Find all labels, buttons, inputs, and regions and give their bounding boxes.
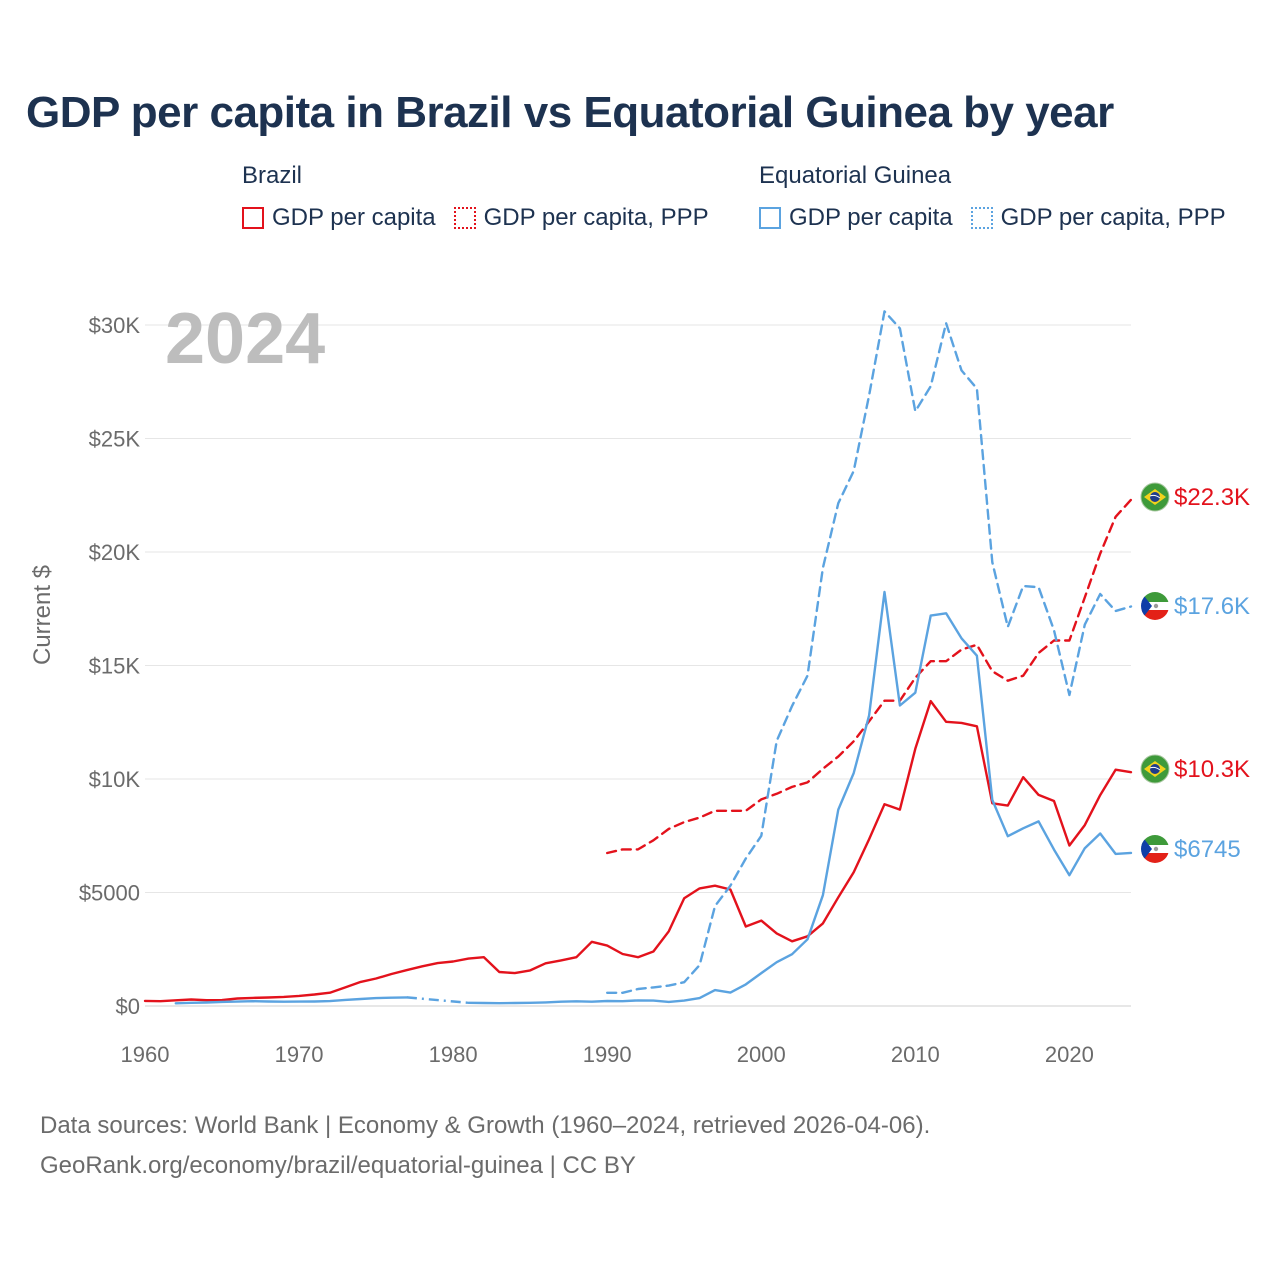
y-tick-label: $25K	[89, 427, 141, 452]
legend-swatch-dotted-red	[453, 207, 476, 229]
legend-eq-guinea-ppp-label: GDP per capita, PPP	[1000, 204, 1226, 231]
series-line-brazil-gdp-per-capita-ppp	[606, 498, 1133, 855]
brazil-flag-icon	[1140, 754, 1170, 784]
y-axis-label: Current $	[29, 565, 56, 665]
y-tick-label: $10K	[89, 767, 141, 792]
legend-eq-guinea-gdp-label: GDP per capita	[789, 204, 953, 231]
x-tick-label: 2010	[891, 1042, 940, 1067]
legend-brazil-gdp-label: GDP per capita	[272, 204, 436, 231]
year-label: 2024	[165, 299, 325, 379]
legend-swatch-solid-red	[242, 207, 264, 229]
page-title: GDP per capita in Brazil vs Equatorial G…	[26, 88, 1114, 137]
series-line-brazil-gdp-per-capita	[143, 699, 1133, 1003]
footer-sources: Data sources: World Bank | Economy & Gro…	[40, 1112, 931, 1139]
y-tick-label: $30K	[89, 313, 141, 338]
legend-eq-guinea-ppp[interactable]: GDP per capita, PPP	[970, 204, 1226, 232]
end-label-eq-guinea-gdp: $6745	[1174, 836, 1241, 863]
legend-brazil-gdp[interactable]: GDP per capita	[242, 204, 436, 232]
y-tick-label: $0	[116, 994, 140, 1019]
equatorial-guinea-flag-icon	[1141, 835, 1169, 863]
x-tick-label: 1990	[583, 1042, 632, 1067]
x-tick-label: 1980	[429, 1042, 478, 1067]
legend-brazil: Brazil GDP per capita GDP per capita, PP…	[242, 162, 709, 232]
legend-brazil-ppp-label: GDP per capita, PPP	[483, 204, 709, 231]
brazil-flag-icon	[1140, 482, 1170, 512]
end-label-eq-guinea-ppp: $17.6K	[1174, 593, 1250, 620]
line-chart: 2024 Current $ 1960 1970 1980 1990 2000 2010 2…	[29, 299, 1250, 1067]
legend-eq-guinea-title: Equatorial Guinea	[759, 162, 952, 189]
footer-attribution[interactable]: GeoRank.org/economy/brazil/equatorial-gu…	[40, 1152, 636, 1179]
series-line-equatorial-guinea-gdp-per-capita-ppp	[606, 310, 1133, 994]
legend-eq-guinea-gdp[interactable]: GDP per capita	[759, 204, 953, 232]
y-tick-label: $15K	[89, 654, 141, 679]
legend-brazil-title: Brazil	[242, 162, 303, 189]
end-label-brazil-ppp: $22.3K	[1174, 484, 1250, 511]
legend-brazil-ppp[interactable]: GDP per capita, PPP	[453, 204, 709, 232]
y-tick-label: $5000	[79, 881, 140, 906]
legend-swatch-dotted-blue	[970, 207, 993, 229]
end-label-brazil-gdp: $10.3K	[1174, 756, 1250, 783]
y-tick-label: $20K	[89, 540, 141, 565]
series-line-equatorial-guinea-gdp-per-capita	[174, 590, 1133, 1005]
legend-swatch-solid-blue	[759, 207, 781, 229]
x-tick-label: 2000	[737, 1042, 786, 1067]
series-gap-equatorial-guinea-gdp-per-capita	[406, 996, 469, 1005]
footer: Data sources: World Bank | Economy & Gro…	[40, 1106, 930, 1186]
legend-eq-guinea: Equatorial Guinea GDP per capita GDP per…	[759, 162, 1226, 232]
equatorial-guinea-flag-icon	[1141, 592, 1169, 620]
x-tick-label: 1960	[121, 1042, 170, 1067]
x-tick-label: 1970	[275, 1042, 324, 1067]
x-tick-label: 2020	[1045, 1042, 1094, 1067]
